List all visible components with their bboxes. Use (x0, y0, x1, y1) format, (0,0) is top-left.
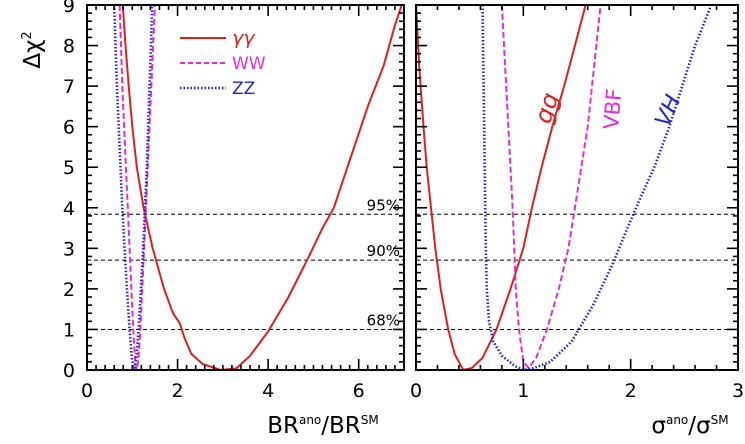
ytick-label: 8 (63, 36, 75, 58)
xtick-label-right: 2 (625, 380, 637, 402)
curve-label-gg: gg (529, 89, 565, 126)
ytick-label: 5 (63, 157, 75, 179)
y-axis-label-sup: 2 (20, 31, 35, 39)
xtick-label-left: 2 (172, 380, 184, 402)
ytick-label: 6 (63, 117, 75, 139)
cl-label-0: 95% (367, 196, 400, 214)
cl-label-2: 68% (367, 311, 400, 329)
series-right-1 (500, 5, 602, 369)
left-panel: 95% 90% 68% 0 1 2 3 4 5 6 7 8 9 0 2 4 6 (63, 0, 405, 402)
right-panel: 0 1 2 3 (410, 4, 744, 402)
series-left-0 (121, 5, 403, 370)
curve-label-vh: VH (651, 91, 687, 130)
xtick-label-left: 0 (81, 380, 93, 402)
cl-label-1: 90% (367, 242, 400, 260)
xtick-label-right: 3 (732, 380, 744, 402)
xtick-label-left: 6 (353, 380, 365, 402)
xtick-label-left: 4 (262, 380, 274, 402)
x-axis-label-left: BRano/BRSM (267, 413, 379, 439)
curve-label-vbf: VBF (599, 88, 626, 131)
y-axis-label-text: Δχ (20, 40, 46, 69)
ytick-label: 9 (63, 0, 75, 17)
legend-label-ww: WW (232, 54, 266, 74)
xtick-label-right: 1 (517, 380, 529, 402)
ytick-label: 1 (63, 319, 75, 341)
svg-text:Δχ2: Δχ2 (20, 31, 46, 68)
plot-frame-right (415, 4, 739, 371)
plot-frame-left (86, 4, 405, 371)
series-right-0 (416, 5, 587, 370)
ytick-label: 7 (63, 76, 75, 98)
xtick-label-right: 0 (410, 380, 422, 402)
series-right-2 (481, 5, 713, 370)
legend-label-gammagamma: γγ (232, 27, 256, 49)
ytick-label: 3 (63, 238, 75, 260)
y-axis-label: Δχ2 (20, 31, 46, 68)
series-left-2 (112, 5, 154, 370)
ytick-label: 2 (63, 279, 75, 301)
ytick-label: 0 (63, 360, 75, 382)
legend-label-zz: ZZ (232, 79, 255, 99)
legend: γγ WW ZZ (180, 27, 266, 99)
x-axis-label-right: σano/σSM (651, 413, 728, 439)
ytick-label: 4 (63, 198, 75, 220)
